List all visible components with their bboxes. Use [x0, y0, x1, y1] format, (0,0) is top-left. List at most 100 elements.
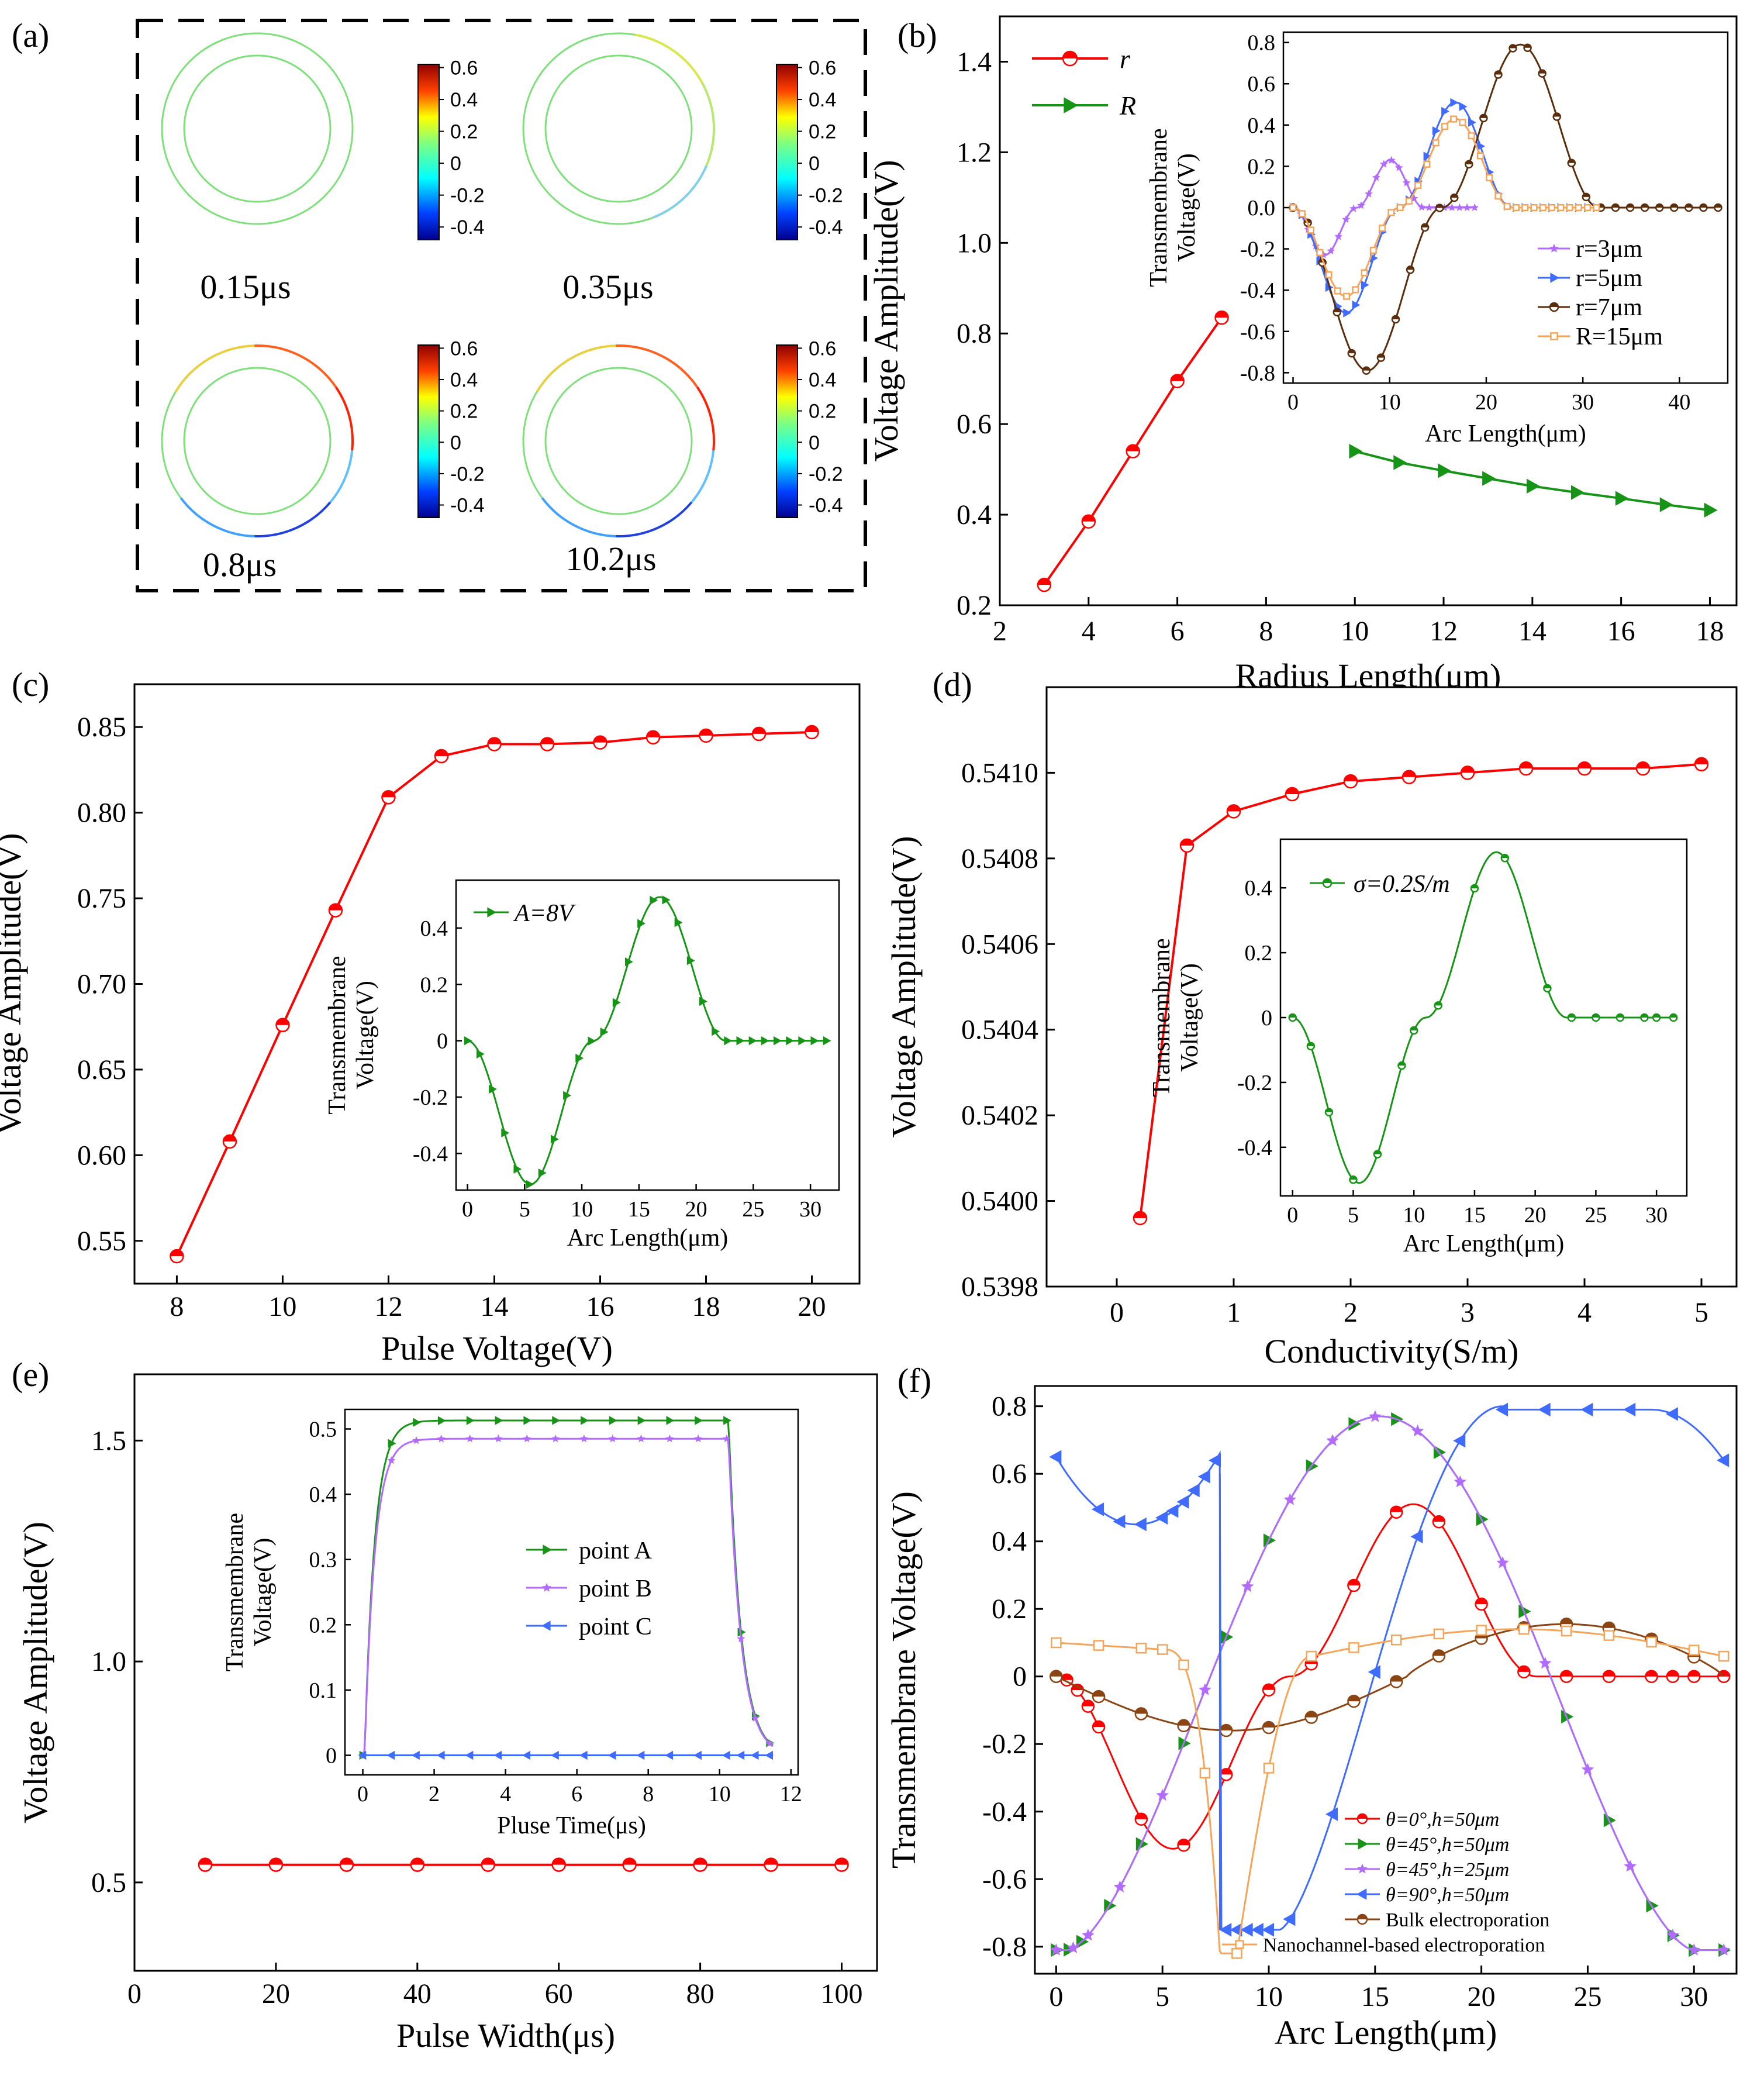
d-inset-xtick-label: 0 [1287, 1203, 1298, 1228]
colorbar-label: -0.2 [809, 185, 843, 207]
b-ytick-label: 0.8 [957, 318, 992, 349]
f-point-5 [1232, 1949, 1241, 1958]
colorbar [776, 345, 798, 518]
colorbar-label: -0.2 [450, 185, 485, 207]
d-xtick-label: 2 [1344, 1297, 1358, 1328]
panel-label-b: (b) [897, 16, 937, 54]
d-inset-ytick-label: -0.2 [1237, 1071, 1272, 1095]
b-inset-xtick-label: 0 [1287, 390, 1299, 415]
b-inset-point [1335, 288, 1341, 294]
cell-arc-neg-outer [181, 498, 254, 536]
d-inset-ytick-label: 0.4 [1245, 876, 1273, 901]
b-xtick-label: 2 [993, 616, 1007, 647]
c-xtick-label: 12 [374, 1291, 402, 1322]
cell-arc-mid [702, 83, 714, 166]
b-xtick-label: 14 [1518, 616, 1546, 647]
b-inset-ytick-label: -0.8 [1240, 361, 1275, 385]
panel-f-chart: 0 5 10 15 20 25 30-0.8-0.6-0.4-0.200.20.40.60.… [885, 1386, 1737, 2051]
b-inset-point [1308, 227, 1314, 233]
d-inset-ylabel-0: Transmembrane [1148, 938, 1175, 1097]
d-xtick-label: 1 [1227, 1297, 1241, 1328]
c-xtick-label: 14 [480, 1291, 508, 1322]
e-inset-ytick-label: 0.1 [309, 1678, 337, 1703]
f-xtick-label: 5 [1155, 1981, 1169, 2012]
b-xtick-label: 18 [1696, 616, 1724, 647]
f-point-5 [1200, 1768, 1210, 1778]
f-point-5 [1264, 1763, 1273, 1773]
e-inset-xtick-label: 12 [780, 1782, 802, 1806]
b-xtick-label: 4 [1082, 616, 1096, 647]
b-ytick-label: 1.4 [957, 46, 992, 77]
cell-arc-transition [330, 450, 353, 502]
cell-2: 0.60.40.20-0.2-0.40.8μs [162, 337, 485, 584]
d-xlabel: Conductivity(S/m) [1265, 1332, 1519, 1370]
cell-inner-membrane [546, 368, 692, 514]
b-xtick-label: 6 [1171, 616, 1185, 647]
e-inset-xtick-label: 8 [643, 1782, 654, 1806]
b-inset-xtick-label: 30 [1572, 390, 1594, 415]
e-inset-ytick-label: 0.3 [309, 1548, 337, 1573]
c-inset-ytick-label: 0 [437, 1029, 448, 1054]
b-inset-point [1522, 205, 1528, 211]
e-xtick-label: 20 [262, 1978, 290, 2009]
c-inset-xtick-label: 15 [628, 1197, 650, 1222]
c-inset-ytick-label: -0.2 [413, 1085, 448, 1110]
c-inset-legend-label: A=8V [513, 900, 576, 927]
colorbar-label: 0.4 [450, 89, 478, 111]
e-ytick-label: 0.5 [91, 1867, 126, 1898]
b-inset-point [1344, 294, 1349, 299]
d-inset-ytick-label: 0 [1261, 1006, 1272, 1030]
cell-time-label: 0.15μs [200, 268, 291, 306]
e-xtick-label: 80 [686, 1978, 714, 2009]
b-inset-point [1585, 205, 1590, 211]
colorbar-label: -0.4 [809, 216, 843, 239]
f-point-5 [1158, 1645, 1167, 1654]
panel-label-e: (e) [12, 1356, 49, 1394]
e-inset-ylabel-0: Transmembrane [222, 1513, 248, 1671]
b-inset-point [1469, 133, 1475, 139]
d-xtick-label: 5 [1694, 1297, 1708, 1328]
panel-c-chart: 8 10 12 14 16 18 200.550.600.650.700.750.800.8… [0, 684, 859, 1367]
b-ytick-label: 1.2 [957, 137, 992, 168]
b-inset-point [1326, 272, 1332, 278]
colorbar-label: 0 [809, 432, 820, 454]
b-inset-point [1594, 205, 1600, 211]
f-ytick-label: -0.6 [982, 1864, 1027, 1895]
b-inset-point [1433, 140, 1439, 146]
b-ytick-label: 1.0 [957, 227, 992, 258]
b-inset-point [1362, 270, 1368, 276]
panel-label-c: (c) [12, 666, 49, 704]
e-xlabel: Pulse Width(μs) [396, 2016, 615, 2054]
colorbar [418, 64, 439, 240]
d-ylabel: Voltage Amplitude(V) [885, 836, 923, 1137]
f-point-5 [1179, 1660, 1189, 1670]
b-inset-legend-label: r=7μm [1576, 294, 1642, 321]
cell-arc-positive [616, 346, 697, 387]
e-inset-ytick-label: 0.5 [309, 1417, 337, 1442]
colorbar-label: -0.4 [809, 495, 843, 517]
b-inset-point [1317, 250, 1323, 256]
d-ytick-label: 0.5404 [961, 1015, 1038, 1046]
b-inset-ytick-label: 0.8 [1248, 31, 1276, 56]
b-inset-xtick-label: 20 [1475, 390, 1497, 415]
b-inset-ytick-label: 0.2 [1248, 154, 1276, 179]
b-xtick-label: 12 [1430, 616, 1458, 647]
b-inset-point [1558, 205, 1563, 211]
cell-arc-max [336, 387, 353, 450]
f-xtick-label: 30 [1680, 1981, 1708, 2012]
b-inset-point [1496, 193, 1501, 199]
b-xtick-label: 16 [1607, 616, 1635, 647]
cell-arc-neg-outer [542, 498, 616, 536]
d-xtick-label: 4 [1577, 1297, 1592, 1328]
f-point-5 [1307, 1651, 1316, 1661]
cell-0: 0.6 0.4 0.2 0 -0.2 -0.4 0.15μs [162, 33, 485, 306]
b-inset-point [1389, 210, 1394, 216]
e-ylabel: Voltage Amplitude(V) [16, 1522, 54, 1823]
f-point-5 [1647, 1637, 1656, 1647]
e-inset-xtick-label: 4 [500, 1782, 511, 1806]
b-inset-ytick-label: -0.6 [1240, 320, 1275, 344]
b-inset-point [1415, 182, 1421, 188]
c-xtick-label: 8 [170, 1291, 184, 1322]
b-inset-point [1531, 205, 1537, 211]
b-inset-ytick-label: -0.2 [1240, 237, 1275, 262]
